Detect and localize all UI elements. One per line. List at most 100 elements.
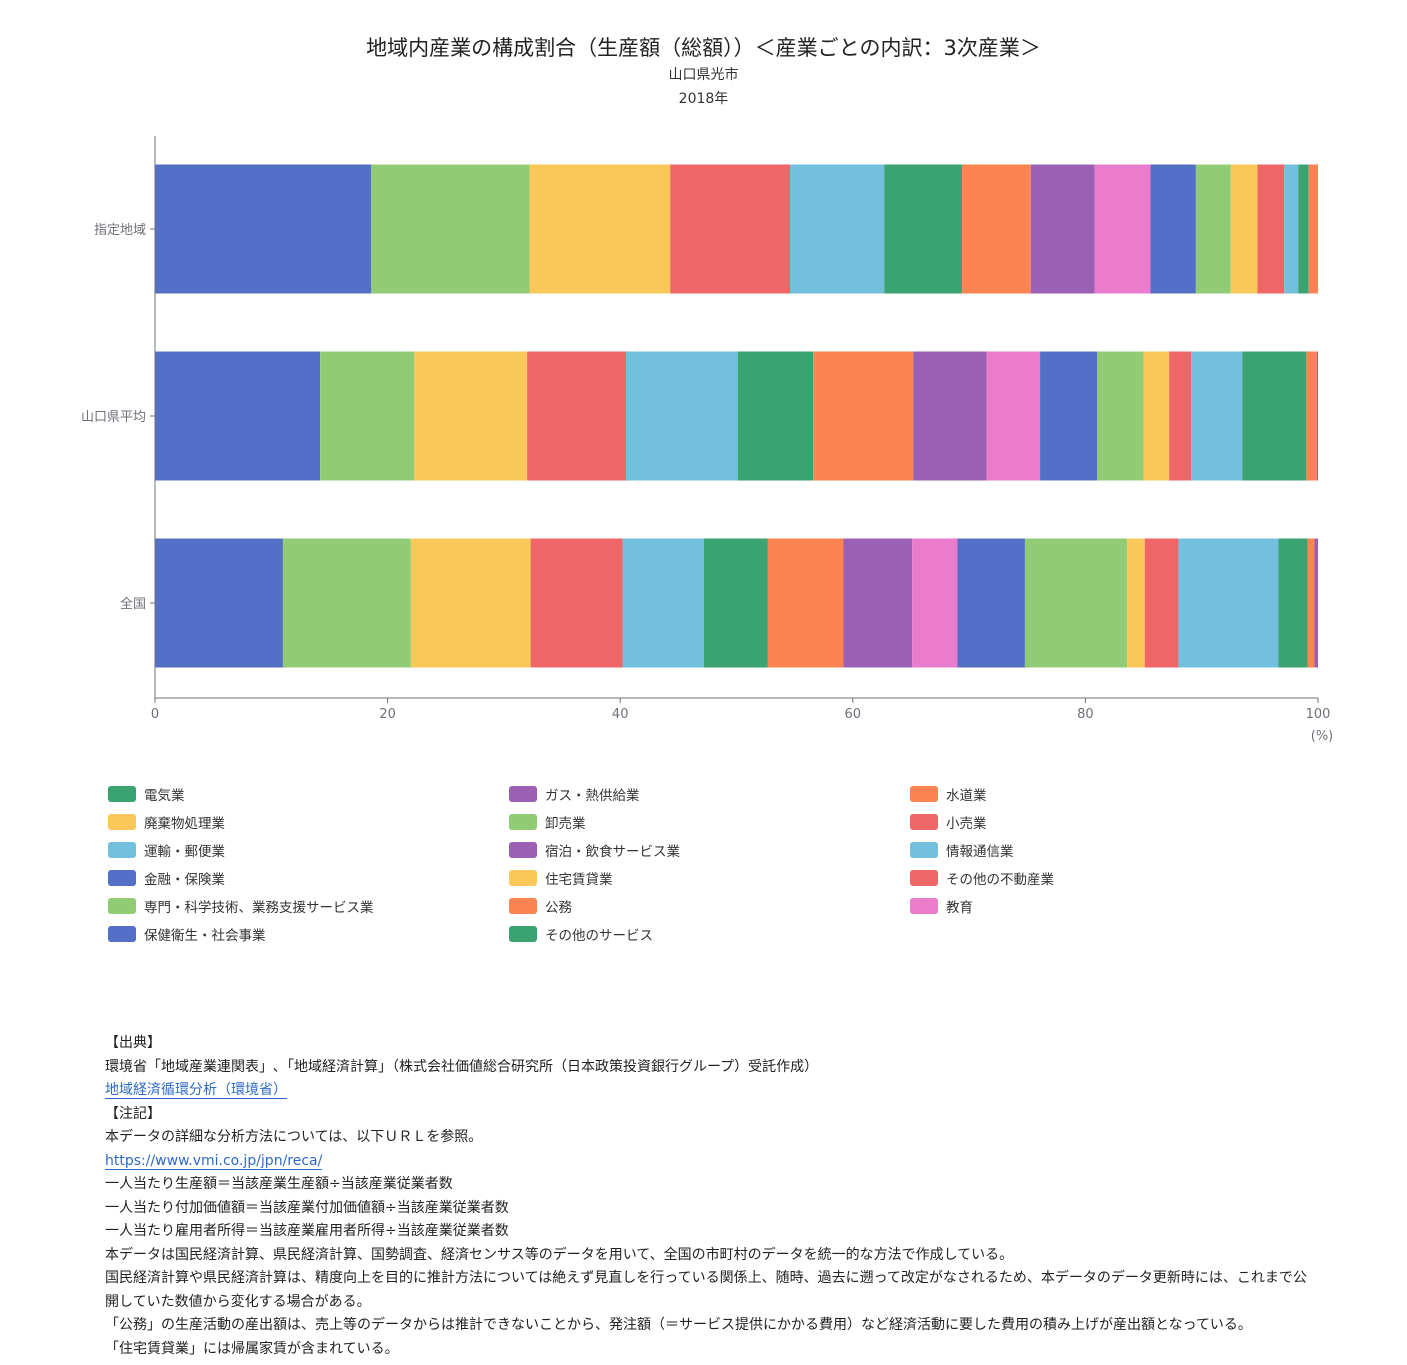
legend-label: 廃棄物処理業	[144, 816, 225, 832]
bar-segment[interactable]	[1144, 538, 1179, 668]
year-subtitle: 2018年	[678, 91, 729, 107]
bar-segment[interactable]	[1024, 538, 1128, 668]
legend-label: 公務	[545, 900, 572, 916]
bar-segment[interactable]	[527, 351, 627, 481]
legend-item[interactable]: 保健衛生・社会事業	[108, 924, 266, 944]
legend-swatch	[910, 814, 938, 830]
legend-item[interactable]: 卸売業	[509, 812, 586, 832]
bar-segment[interactable]	[843, 538, 913, 668]
bar-segment[interactable]	[622, 538, 704, 668]
notes-line: 本データの詳細な分析方法については、以下ＵＲＬを参照。	[105, 1129, 483, 1145]
legend-swatch	[108, 786, 136, 802]
bar-segment[interactable]	[1030, 164, 1095, 294]
legend-swatch	[509, 842, 537, 858]
notes-heading: 【注記】	[105, 1105, 161, 1122]
chart-title: 地域内産業の構成割合（生産額（総額））＜産業ごとの内訳：3次産業＞	[366, 36, 1041, 60]
bar-segment[interactable]	[530, 538, 623, 668]
legend-item[interactable]: その他のサービス	[509, 924, 653, 944]
legend-label: ガス・熱供給業	[545, 788, 640, 804]
bar-segment[interactable]	[1150, 164, 1196, 294]
legend-item[interactable]: 電気業	[108, 784, 185, 804]
bar-segment[interactable]	[957, 538, 1025, 668]
bar-segment[interactable]	[410, 538, 531, 668]
legend-swatch	[509, 926, 537, 942]
bar-segment[interactable]	[913, 351, 987, 481]
legend-swatch	[108, 814, 136, 830]
bar-segment[interactable]	[155, 164, 372, 294]
bar-segment[interactable]	[414, 351, 528, 481]
source-link[interactable]: 地域経済循環分析（環境省）	[105, 1082, 287, 1099]
bar-segment[interactable]	[1097, 351, 1144, 481]
bar-segment[interactable]	[1298, 164, 1309, 294]
legend-item[interactable]: 金融・保険業	[108, 868, 225, 888]
legend-item[interactable]: 水道業	[910, 784, 987, 804]
source-text: 環境省「地域産業連関表」､「地域経済計算」（株式会社価値総合研究所（日本政策投資…	[105, 1058, 819, 1075]
legend-item[interactable]: 運輸・郵便業	[108, 840, 225, 860]
legend-label: 運輸・郵便業	[144, 844, 225, 860]
legend-item[interactable]: 住宅賃貸業	[509, 868, 613, 888]
bar-segment[interactable]	[737, 351, 814, 481]
notes-line: 一人当たり生産額＝当該産業生産額÷当該産業従業者数	[105, 1176, 453, 1192]
bar-segment[interactable]	[789, 164, 885, 294]
bar-segment[interactable]	[962, 164, 1031, 294]
bar-segment[interactable]	[1178, 538, 1279, 668]
legend-item[interactable]: 情報通信業	[910, 840, 1014, 860]
bar-segment[interactable]	[1195, 164, 1231, 294]
bar-segment[interactable]	[703, 538, 768, 668]
bar-segment[interactable]	[1257, 164, 1285, 294]
legend-item[interactable]: 公務	[509, 896, 572, 916]
legend-swatch	[509, 814, 537, 830]
bar-segment[interactable]	[1278, 538, 1308, 668]
bar-segment[interactable]	[1169, 351, 1192, 481]
bar-segment[interactable]	[155, 351, 321, 481]
legend-item[interactable]: 教育	[910, 896, 973, 916]
bar-segment[interactable]	[1307, 538, 1315, 668]
bar-segment[interactable]	[912, 538, 958, 668]
bar-segment[interactable]	[529, 164, 671, 294]
legend-label: 教育	[946, 900, 973, 916]
bar-segment[interactable]	[1284, 164, 1299, 294]
legend-item[interactable]: 専門・科学技術、業務支援サービス業	[108, 896, 374, 916]
bar-segment[interactable]	[1230, 164, 1258, 294]
bar-segment[interactable]	[1242, 351, 1307, 481]
bar-segment[interactable]	[1127, 538, 1145, 668]
bar-segment[interactable]	[670, 164, 790, 294]
notes-section: 【出典】 環境省「地域産業連関表」､「地域経済計算」（株式会社価値総合研究所（日…	[105, 1032, 1315, 1361]
legend-label: 水道業	[946, 788, 987, 804]
legend-item[interactable]: ガス・熱供給業	[509, 784, 640, 804]
bar-segment[interactable]	[1094, 164, 1151, 294]
legend-swatch	[910, 898, 938, 914]
bar-segment[interactable]	[1143, 351, 1170, 481]
bar-segment[interactable]	[1191, 351, 1243, 481]
legend-item[interactable]: 廃棄物処理業	[108, 812, 225, 832]
bar-segment[interactable]	[1308, 164, 1318, 294]
y-tick-label: 全国	[120, 596, 146, 612]
bar-segment[interactable]	[813, 351, 914, 481]
bar-segment[interactable]	[1040, 351, 1098, 481]
legend-label: その他のサービス	[545, 928, 653, 944]
legend-item[interactable]: 小売業	[910, 812, 987, 832]
bar-segment[interactable]	[320, 351, 415, 481]
legend-label: 住宅賃貸業	[545, 872, 613, 888]
legend-label: 金融・保険業	[144, 872, 225, 888]
x-axis-unit: (%)	[1311, 729, 1334, 744]
bar-segment[interactable]	[282, 538, 411, 668]
bar-segment[interactable]	[767, 538, 844, 668]
bar-segment[interactable]	[371, 164, 530, 294]
reference-url-link[interactable]: https://www.vmi.co.jp/jpn/reca/	[105, 1152, 323, 1170]
y-tick-label: 指定地域	[94, 223, 146, 238]
notes-line: 「公務」の生産活動の産出額は、売上等のデータからは推計できないことから、発注額（…	[105, 1317, 1252, 1333]
bar-segment[interactable]	[986, 351, 1041, 481]
bar-segment[interactable]	[155, 538, 283, 668]
bar-segment[interactable]	[626, 351, 738, 481]
bar-segment[interactable]	[1306, 351, 1317, 481]
bar-segment[interactable]	[1316, 351, 1318, 481]
legend-swatch	[108, 870, 136, 886]
legend-item[interactable]: その他の不動産業	[910, 868, 1054, 888]
source-heading: 【出典】	[105, 1035, 161, 1051]
legend-item[interactable]: 宿泊・飲食サービス業	[509, 840, 680, 860]
legend-swatch	[910, 842, 938, 858]
bar-segment[interactable]	[884, 164, 963, 294]
bar-segment[interactable]	[1314, 538, 1318, 668]
